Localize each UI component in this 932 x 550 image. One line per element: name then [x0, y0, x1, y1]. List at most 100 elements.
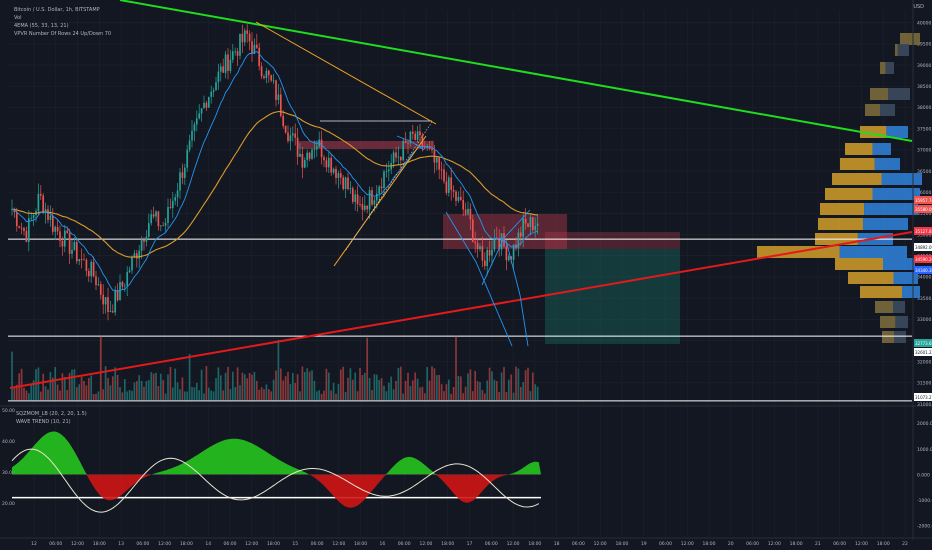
vp-row-down	[839, 246, 907, 258]
candle-body	[342, 177, 345, 189]
oscillator-legend: SQZMOM_LB (20, 2, 20, 1.5) WAVE TREND (1…	[16, 410, 87, 426]
volume-bar	[433, 368, 436, 400]
volume-bar	[205, 366, 208, 400]
volume-bar	[222, 390, 225, 400]
volume-bar	[39, 391, 42, 400]
volume-bar	[299, 391, 301, 400]
candle-body	[203, 102, 205, 109]
volume-bar	[133, 382, 136, 400]
candle-body	[116, 290, 119, 301]
candle-body	[315, 146, 318, 150]
vp-row-down	[874, 158, 900, 170]
time-tick-label: 06:00	[311, 541, 324, 547]
volume-bar	[23, 387, 25, 400]
candle-body	[111, 311, 114, 313]
volume-bar	[219, 375, 222, 400]
candle-body	[378, 186, 381, 194]
candle-body	[457, 196, 460, 201]
time-tick-label: 18:00	[180, 541, 193, 547]
candle-body	[219, 66, 222, 72]
volume-bar	[191, 387, 193, 400]
osc-legend-sqz[interactable]: SQZMOM_LB (20, 2, 20, 1.5)	[16, 411, 87, 417]
vp-row-up	[840, 158, 875, 170]
candle-body	[447, 177, 450, 193]
volume-bar	[44, 386, 47, 400]
volume-bar	[459, 376, 462, 400]
volume-bar	[90, 375, 93, 400]
volume-bar	[147, 380, 150, 400]
time-tick-label: 06:00	[49, 541, 62, 547]
volume-bar	[395, 380, 397, 400]
volume-bar	[135, 381, 138, 400]
vp-row-down	[883, 258, 915, 270]
osc-right-tick: 1000.00	[917, 447, 932, 453]
legend-vpvr[interactable]: VPVR Number Of Rows 24 Up/Down 70	[14, 31, 112, 37]
candle-body	[313, 149, 316, 151]
candle-body	[330, 157, 333, 173]
volume-bar	[445, 384, 448, 400]
volume-bar	[529, 391, 532, 400]
price-label-box	[914, 339, 932, 347]
candle-body	[188, 140, 191, 150]
osc-right-tick: 2000.00	[917, 421, 932, 427]
time-tick-label: 19	[641, 541, 647, 547]
volume-bar	[138, 375, 141, 400]
time-tick-label: 12:00	[855, 541, 868, 547]
candle-body	[246, 30, 249, 34]
time-tick-label: 06:00	[833, 541, 846, 547]
candle-body	[265, 70, 268, 78]
osc-legend-wave[interactable]: WAVE TREND (10, 21)	[16, 419, 71, 425]
candle-body	[498, 239, 501, 250]
volume-bar	[35, 369, 37, 400]
osc-left-tick: 40.00	[2, 439, 15, 445]
volume-bar	[327, 372, 330, 400]
legend-volume[interactable]: Vol	[14, 15, 22, 21]
osc-left-tick: 30.00	[2, 470, 15, 476]
volume-bar	[409, 385, 412, 400]
chart-legend: Bitcoin / U.S. Dollar, 1h, BITSTAMP Vol …	[14, 6, 111, 38]
price-label-box	[914, 196, 932, 204]
candle-body	[275, 80, 277, 100]
candle-body	[200, 108, 203, 114]
candle-body	[327, 157, 330, 168]
candle-body	[311, 149, 313, 159]
volume-bar	[15, 384, 18, 400]
candle-body	[387, 169, 390, 172]
ema-fast-line	[11, 51, 538, 293]
volume-bar	[167, 374, 169, 400]
volume-bar	[61, 373, 64, 400]
candle-body	[15, 212, 18, 227]
volume-bar	[385, 391, 388, 400]
candle-body	[193, 124, 196, 131]
legend-ema[interactable]: 4EMA (55, 33, 13, 21)	[14, 23, 69, 29]
vp-row-up	[895, 44, 898, 56]
candle-body	[83, 259, 85, 261]
projection-path-1	[445, 211, 513, 347]
vp-row-down	[902, 286, 920, 298]
candle-body	[277, 94, 280, 100]
vp-row-up	[882, 331, 894, 343]
candle-body	[181, 172, 184, 178]
volume-bar	[236, 367, 239, 400]
vp-row-down	[893, 301, 905, 313]
volume-bar	[313, 380, 316, 400]
vp-row-up	[860, 286, 902, 298]
volume-bar	[378, 379, 381, 400]
volume-bar	[59, 390, 61, 400]
volume-bar	[284, 376, 287, 400]
candle-body	[140, 239, 143, 251]
legend-symbol[interactable]: Bitcoin / U.S. Dollar, 1h, BITSTAMP	[14, 7, 100, 13]
time-tick-label: 18:00	[615, 541, 628, 547]
volume-bar	[104, 366, 107, 400]
candle-body	[371, 190, 373, 205]
candle-body	[128, 270, 131, 273]
vp-row-up	[880, 62, 886, 74]
candle-body	[61, 240, 64, 247]
candle-body	[13, 209, 16, 213]
volume-bar	[251, 374, 253, 400]
volume-bar	[99, 335, 102, 400]
candle-body	[339, 173, 342, 178]
vp-row-up	[820, 203, 865, 215]
price-label-box	[914, 393, 932, 401]
